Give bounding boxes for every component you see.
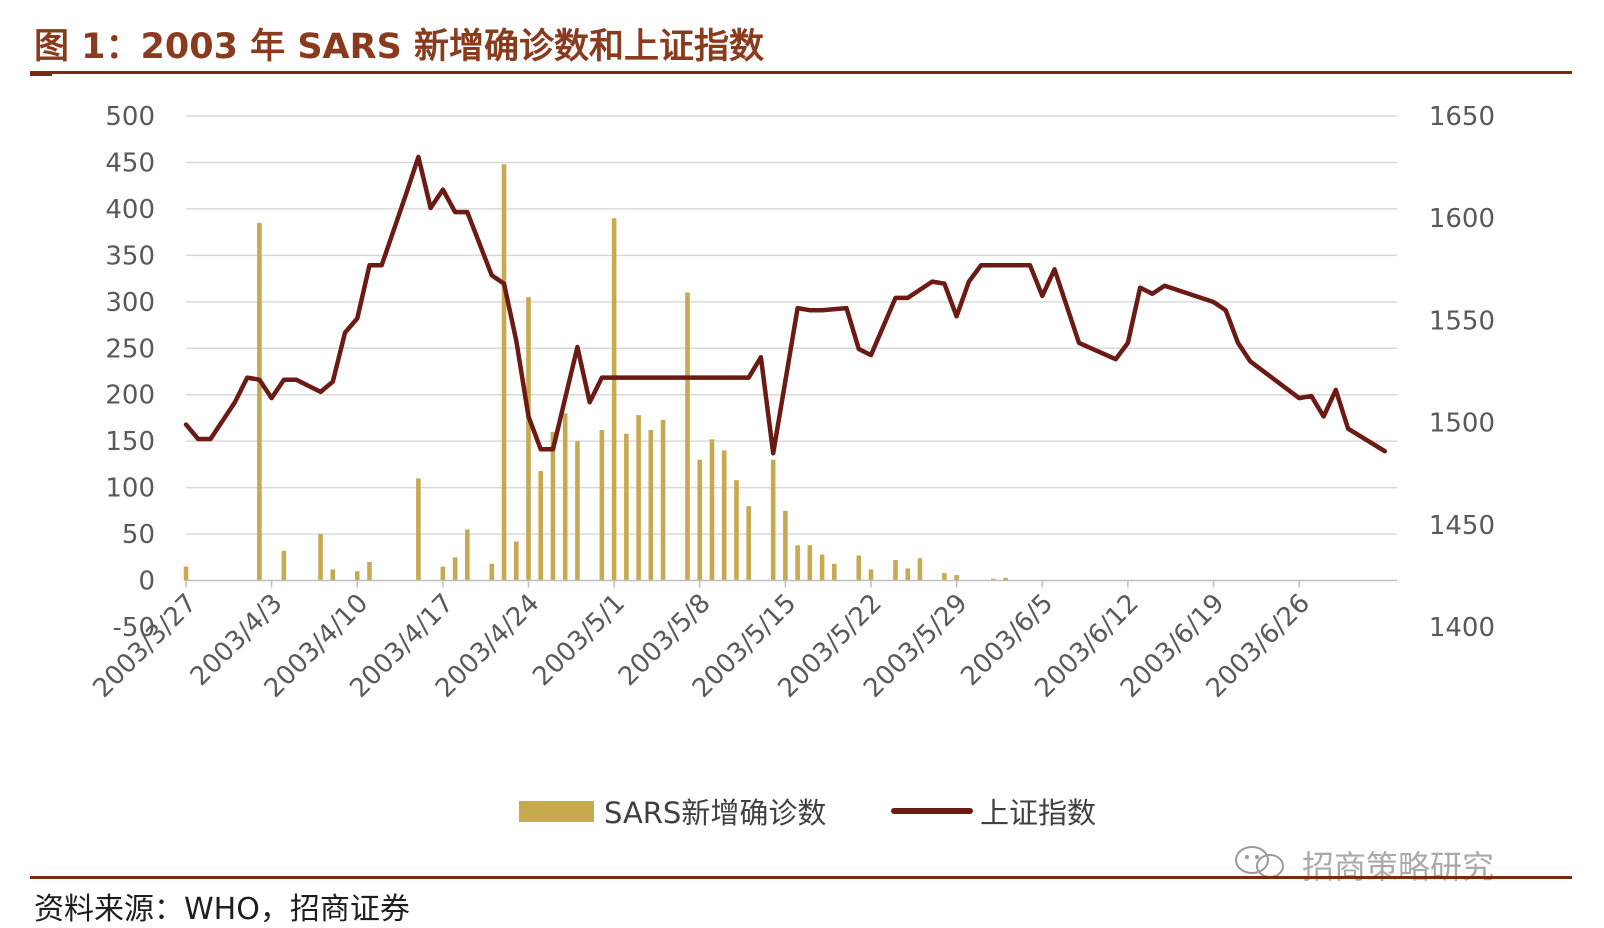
bar [648,430,654,581]
bar [685,292,690,581]
source-note: 资料来源：WHO，招商证券 [34,892,410,927]
bar [660,419,666,581]
bar [562,413,568,581]
y-right-tick-label: 1650 [1429,102,1495,132]
top-rule [30,71,1572,74]
y-left-tick-label: 350 [105,241,155,271]
bar [465,529,470,581]
bar [354,571,360,581]
bar [367,561,372,581]
bar [832,563,837,581]
bar [183,566,189,581]
y-left-tick-label: 100 [105,474,155,504]
y-left-tick-label: 250 [105,334,155,364]
bar [452,557,458,581]
legend: SARS新增确诊数 上证指数 [519,796,1096,830]
bar [501,164,507,581]
watermark: 招商策略研究 [1302,848,1495,886]
bar [734,480,739,581]
y-left-tick-label: 150 [105,427,155,457]
bar [819,554,825,581]
bar [538,470,544,581]
bar [318,534,323,581]
y-right-tick-label: 1600 [1429,204,1495,234]
bar [416,478,421,581]
x-tick-label: 2003/5/1 [527,588,631,692]
y-right-tick-label: 1450 [1429,511,1495,541]
legend-bar-swatch [519,801,594,822]
bar [746,506,751,581]
y-right-tick-label: 1550 [1429,306,1495,336]
bar [599,430,605,581]
y-right-tick-label: 1400 [1429,613,1495,643]
line-series [183,154,1388,456]
gridlines [186,115,1397,535]
bar [783,510,788,581]
bar [526,297,531,581]
bar [550,431,556,581]
legend-line-label: 上证指数 [980,796,1096,830]
bar [917,558,923,581]
bar [1003,577,1008,581]
bar [942,573,947,581]
bar [893,560,898,581]
y-left-tick-label: 200 [105,381,155,411]
bar [709,439,715,581]
figure-title: 图 1：2003 年 SARS 新增确诊数和上证指数 [34,27,764,67]
bar [856,555,862,581]
bar [575,441,580,581]
y-left-tick-label: 50 [122,520,155,550]
bar [954,574,959,581]
top-rule-accent [30,73,52,76]
axes: -50 0 50 100 150 200 250 300 350 400 450 500 1400 145… [87,102,1495,704]
x-tick-label: 2003/3/27 [87,588,202,703]
bar [611,218,617,581]
bar [770,459,776,581]
bar [513,541,519,581]
y-left-tick-label: 400 [105,195,155,225]
bar [807,545,813,581]
legend-bar-label: SARS新增确诊数 [604,796,826,830]
bar [257,222,262,581]
y-left-tick-label: 450 [105,148,155,178]
bar [721,450,727,581]
bar [281,550,287,581]
bar [440,566,446,581]
y-left-tick-label: 300 [105,288,155,318]
bar-series [183,164,1008,581]
y-left-tick-label: 0 [138,567,155,597]
bar [624,433,629,581]
bar [795,545,800,581]
bar [868,569,874,581]
bar [489,563,495,581]
bar [905,568,911,581]
bar [636,415,641,581]
bar [991,578,996,581]
bottom-rule [30,876,1572,879]
bar [330,569,336,581]
y-left-tick-label: 500 [105,102,155,132]
index-line [183,154,1388,456]
y-left-tick-label: -50 [113,613,155,643]
bar [697,459,703,581]
y-right-tick-label: 1500 [1429,409,1495,439]
